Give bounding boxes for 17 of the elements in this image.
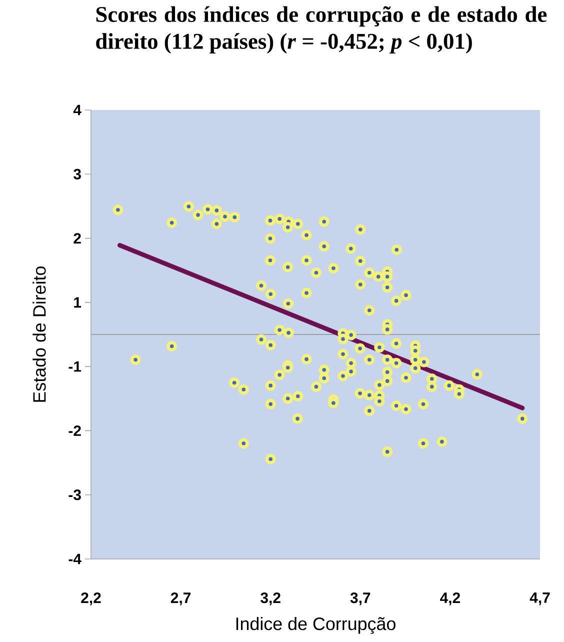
y-tick-label: 2 (74, 233, 81, 244)
x-axis-title: Indice de Corrupção (236, 617, 396, 634)
y-tick-label: -4 (68, 554, 82, 564)
x-tick-label: 4,7 (530, 592, 550, 606)
x-tick-label: 3,2 (260, 592, 280, 606)
x-tick-label: 2,7 (170, 592, 191, 606)
chart-title: Scores dos índices de corrupção e de estado de direito (112 países) (r = -0,452; p < 0,01) (96, 6, 547, 54)
y-tick-label: -1 (68, 361, 82, 372)
x-tick-label: 4,2 (440, 592, 460, 606)
y-tick-label: -2 (68, 425, 81, 436)
y-tick-label: 4 (73, 104, 82, 116)
y-tick-label: 1 (74, 297, 82, 308)
y-axis-title: Estado de Direito (32, 266, 46, 402)
y-tick-label: 3 (74, 168, 81, 180)
x-tick-label: 2,2 (81, 592, 101, 606)
x-tick-label: 3,7 (350, 592, 370, 606)
y-tick-label: -3 (68, 490, 81, 500)
